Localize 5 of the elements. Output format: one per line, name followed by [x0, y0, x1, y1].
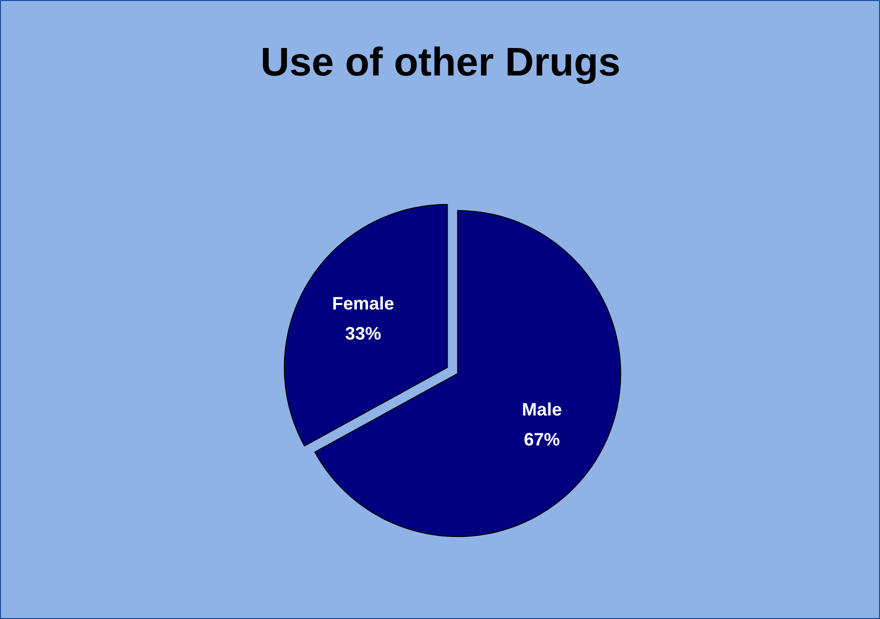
chart-title: Use of other Drugs — [260, 40, 621, 84]
slice-label: Male — [522, 399, 562, 420]
data-label: 67% — [524, 429, 560, 450]
slice-label: Female — [332, 294, 394, 314]
data-label: 33% — [345, 324, 382, 344]
